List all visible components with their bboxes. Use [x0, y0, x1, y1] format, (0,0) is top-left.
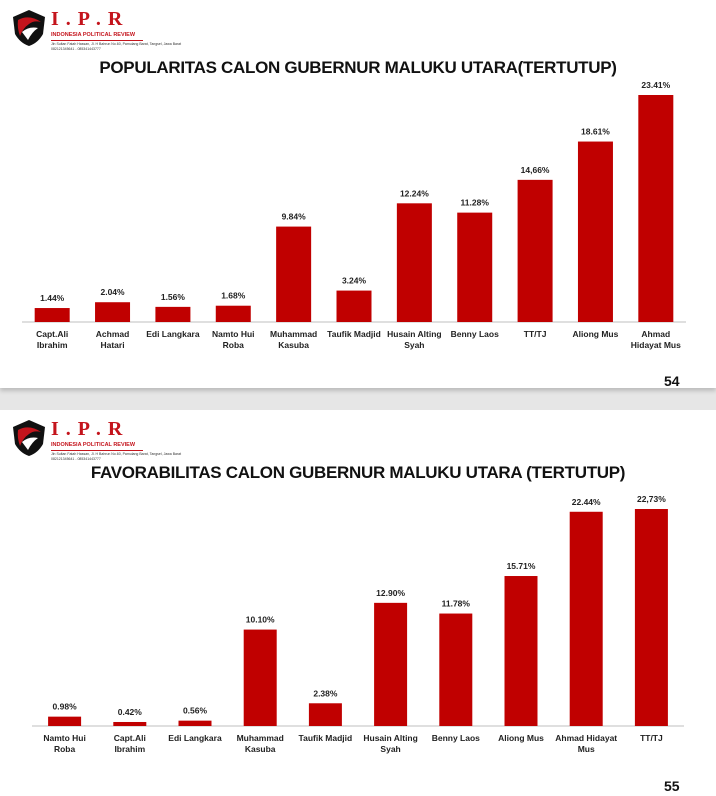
data-label: 2.04% [100, 287, 125, 297]
bar [638, 95, 674, 322]
category-label: Ahmad Hidayat [555, 733, 617, 743]
bar [577, 141, 613, 322]
logo-subtitle: INDONESIA POLITICAL REVIEW [51, 442, 136, 448]
bar [48, 716, 82, 726]
logo-contact: 082121345641 - 085341443777 [51, 47, 101, 51]
page-number: 55 [664, 778, 680, 794]
category-label: Husain Alting [387, 329, 441, 339]
bar [155, 306, 191, 322]
category-label: TT/TJ [640, 733, 663, 743]
slide-popularitas: I . P . R INDONESIA POLITICAL REVIEW Jln… [0, 0, 716, 389]
logo-contact: 082121345641 - 085341443777 [51, 457, 101, 461]
category-label: Ibrahim [114, 744, 145, 754]
category-label: Ibrahim [37, 340, 68, 350]
category-label: Capt.Ali [36, 329, 68, 339]
data-label: 2.38% [313, 688, 338, 698]
category-label: Syah [404, 340, 424, 350]
bar [439, 613, 473, 726]
logo-title: I . P . R [51, 418, 124, 440]
category-label: Capt.Ali [114, 733, 146, 743]
category-label: Ahmad [641, 329, 670, 339]
category-label: Husain Alting [363, 733, 417, 743]
bar [457, 212, 493, 322]
category-label: Muhammad [270, 329, 317, 339]
bar [308, 703, 342, 726]
category-label: Achmad [96, 329, 130, 339]
category-label: TT/TJ [524, 329, 547, 339]
bar [276, 226, 312, 322]
data-label: 12.90% [376, 588, 405, 598]
data-label: 1.44% [40, 293, 65, 303]
bar [504, 576, 538, 726]
category-label: Edi Langkara [168, 733, 222, 743]
bar [517, 179, 553, 322]
category-label: Mus [578, 744, 595, 754]
bar [215, 305, 251, 322]
category-label: Aliong Mus [498, 733, 544, 743]
bar [569, 511, 603, 726]
logo-divider [51, 450, 143, 451]
data-label: 3.24% [342, 276, 367, 286]
category-label: Hidayat Mus [631, 340, 681, 350]
category-label: Benny Laos [432, 733, 480, 743]
ipr-logo: I . P . R INDONESIA POLITICAL REVIEW Jln… [10, 8, 181, 56]
data-label: 22,73% [637, 494, 666, 504]
ipr-logo: I . P . R INDONESIA POLITICAL REVIEW Jln… [10, 418, 181, 466]
data-label: 0.98% [53, 702, 78, 712]
bar [396, 203, 432, 322]
data-label: 0.56% [183, 706, 208, 716]
data-label: 11.28% [461, 198, 490, 208]
category-label: Namto Hui [212, 329, 255, 339]
bar [374, 602, 408, 726]
category-label: Muhammad [237, 733, 284, 743]
category-label: Kasuba [278, 340, 309, 350]
data-label: 15.71% [507, 561, 536, 571]
data-label: 11.78% [442, 599, 471, 609]
data-label: 22.44% [572, 497, 601, 507]
bar [113, 721, 147, 726]
slide-favorabilitas: I . P . R INDONESIA POLITICAL REVIEW Jln… [0, 410, 716, 796]
logo-subtitle: INDONESIA POLITICAL REVIEW [51, 32, 136, 38]
page-number: 54 [664, 373, 680, 389]
category-label: Taufik Madjid [299, 733, 353, 743]
bar [95, 302, 131, 322]
data-label: 10.10% [246, 615, 275, 625]
category-label: Taufik Madjid [327, 329, 381, 339]
logo-divider [51, 40, 143, 41]
category-label: Namto Hui [43, 733, 86, 743]
bar [34, 308, 70, 322]
data-label: 12.24% [400, 188, 429, 198]
category-label: Roba [54, 744, 76, 754]
data-label: 1.56% [161, 292, 186, 302]
category-label: Aliong Mus [573, 329, 619, 339]
data-label: 23.41% [641, 80, 670, 90]
chart-title: FAVORABILITAS CALON GUBERNUR MALUKU UTAR… [90, 463, 626, 482]
category-label: Hatari [100, 340, 124, 350]
data-label: 9.84% [282, 212, 307, 222]
bar [243, 629, 277, 726]
logo-address: Jln Sultan Fatah Hassan, Jl. H Bahrun No… [51, 42, 182, 46]
category-label: Roba [223, 340, 245, 350]
eagle-icon [13, 420, 45, 456]
logo-address: Jln Sultan Fatah Hassan, Jl. H Bahrun No… [51, 452, 182, 456]
eagle-icon [13, 10, 45, 46]
category-label: Kasuba [245, 744, 276, 754]
logo-title: I . P . R [51, 8, 124, 30]
bar [336, 290, 372, 322]
bar [178, 720, 212, 726]
data-label: 14,66% [521, 165, 550, 175]
category-label: Benny Laos [451, 329, 499, 339]
data-label: 1.68% [221, 291, 246, 301]
category-label: Edi Langkara [146, 329, 200, 339]
chart-title: POPULARITAS CALON GUBERNUR MALUKU UTARA(… [99, 58, 617, 77]
category-label: Syah [380, 744, 400, 754]
data-label: 0.42% [118, 707, 143, 717]
data-label: 18.61% [581, 127, 610, 137]
bar [634, 509, 668, 726]
